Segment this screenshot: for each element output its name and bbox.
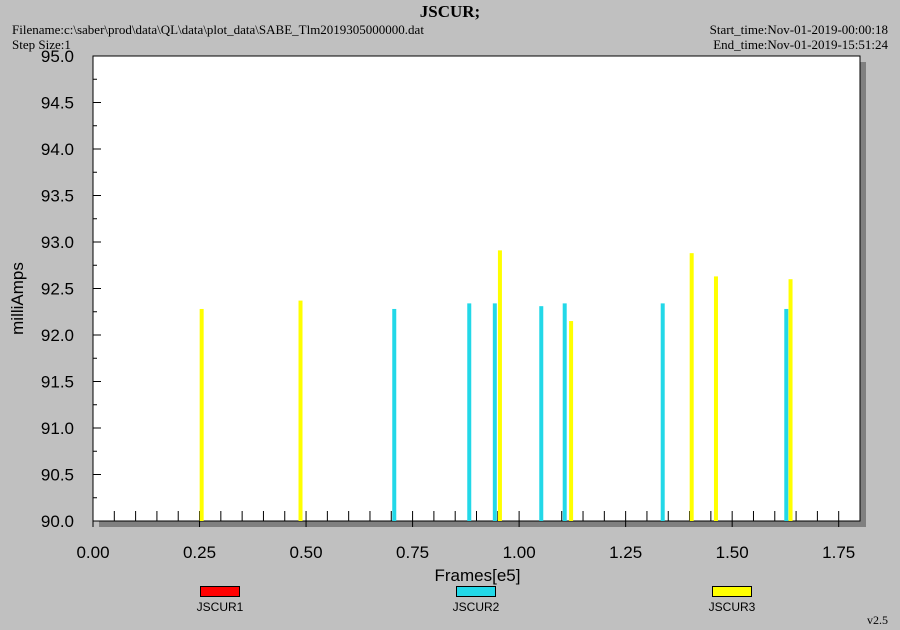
filename-label: Filename:c:\saber\prod\data\QL\data\plot… <box>12 22 424 37</box>
data-bar <box>492 303 497 521</box>
data-bar <box>788 279 793 521</box>
legend-item-jscur2: JSCUR2 <box>416 586 536 614</box>
y-tick-label: 95.0 <box>41 47 74 66</box>
x-axis-label: Frames[e5] <box>435 566 521 585</box>
chart-title: JSCUR; <box>419 2 481 21</box>
data-bar <box>539 306 544 521</box>
x-tick-label: 1.50 <box>716 543 749 562</box>
y-tick-label: 91.5 <box>41 373 74 392</box>
legend-swatch-jscur1 <box>200 586 240 597</box>
data-bar <box>392 308 397 521</box>
x-tick-label: 1.75 <box>822 543 855 562</box>
x-tick-label: 0.75 <box>396 543 429 562</box>
data-bar <box>713 276 718 521</box>
data-bar <box>660 303 665 521</box>
legend-label-jscur2: JSCUR2 <box>452 600 500 614</box>
data-bar <box>497 250 502 521</box>
legend-swatch-jscur3 <box>712 586 752 597</box>
data-bar <box>569 321 574 521</box>
x-tick-label: 0.00 <box>76 543 109 562</box>
data-bar <box>689 253 694 521</box>
legend-label-jscur1: JSCUR1 <box>196 600 244 614</box>
y-tick-label: 94.5 <box>41 94 74 113</box>
y-tick-label: 93.0 <box>41 233 74 252</box>
y-tick-label: 93.5 <box>41 187 74 206</box>
data-bar <box>199 308 204 521</box>
version-label: v2.5 <box>867 613 888 627</box>
x-tick-label: 1.25 <box>609 543 642 562</box>
y-tick-label: 90.0 <box>41 512 74 531</box>
start-time-label: Start_time:Nov-01-2019-00:00:18 <box>709 22 888 37</box>
legend-item-jscur3: JSCUR3 <box>672 586 792 614</box>
y-tick-label: 92.5 <box>41 280 74 299</box>
plot-area <box>92 55 861 522</box>
y-tick-label: 90.5 <box>41 466 74 485</box>
x-tick-label: 1.00 <box>503 543 536 562</box>
y-tick-label: 94.0 <box>41 140 74 159</box>
y-tick-label: 92.0 <box>41 326 74 345</box>
x-tick-label: 0.25 <box>183 543 216 562</box>
legend-swatch-jscur2 <box>456 586 496 597</box>
data-bar <box>562 303 567 521</box>
legend-item-jscur1: JSCUR1 <box>160 586 280 614</box>
step-size-label: Step Size:1 <box>12 37 71 52</box>
data-bar <box>784 308 789 521</box>
y-axis-label: milliAmps <box>8 262 27 335</box>
data-bar <box>467 303 472 521</box>
end-time-label: End_time:Nov-01-2019-15:51:24 <box>713 37 888 52</box>
x-tick-label: 0.50 <box>290 543 323 562</box>
y-tick-label: 91.0 <box>41 419 74 438</box>
data-bar <box>298 300 303 521</box>
legend-label-jscur3: JSCUR3 <box>708 600 756 614</box>
